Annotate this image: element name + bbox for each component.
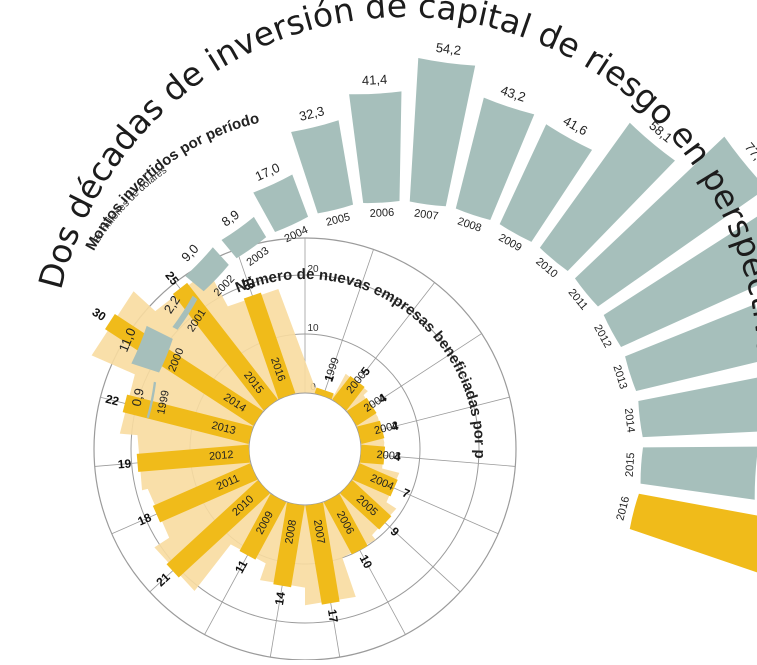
tick-label: 20 bbox=[307, 264, 319, 275]
invested-year-label: 2006 bbox=[369, 207, 394, 220]
invested-value-label: 8,9 bbox=[219, 207, 242, 230]
company-count-label: 18 bbox=[239, 275, 257, 292]
company-count-label: 4 bbox=[393, 449, 401, 464]
company-year-label: 2003 bbox=[376, 449, 401, 463]
invested-bar-2010 bbox=[539, 122, 675, 272]
company-count-label: 14 bbox=[272, 590, 288, 606]
invested-bar-2009 bbox=[499, 124, 593, 242]
company-count-label: 18 bbox=[136, 510, 154, 528]
company-bar-2010 bbox=[166, 480, 270, 578]
invested-year-label: 2008 bbox=[456, 215, 483, 234]
company-bar-2000 bbox=[332, 376, 365, 411]
company-count-label: 30 bbox=[90, 305, 109, 324]
invested-bar-2007 bbox=[409, 58, 476, 207]
invested-bar-2006 bbox=[349, 91, 402, 204]
company-year-label: 2007 bbox=[311, 519, 327, 545]
invested-bar-2008 bbox=[455, 97, 535, 221]
company-count-label: 17 bbox=[325, 608, 341, 624]
invested-bar-2004 bbox=[253, 174, 309, 232]
invested-year-label: 2004 bbox=[283, 224, 310, 245]
invested-bar-2011 bbox=[574, 136, 757, 307]
invested-bar-2016 bbox=[629, 493, 757, 573]
company-bar-2006 bbox=[323, 493, 368, 555]
company-count-label: 7 bbox=[400, 486, 412, 502]
invested-bars: 0,9 199911,020002,220019,020028,9200317,0… bbox=[116, 40, 757, 573]
company-bar-2013 bbox=[122, 394, 253, 444]
invested-value-label: 54,2 bbox=[435, 40, 462, 58]
invested-value-label: 43,2 bbox=[499, 83, 528, 105]
company-count-label: 1 bbox=[322, 372, 338, 383]
company-count-label: 10 bbox=[357, 552, 376, 571]
company-bar-2001 bbox=[346, 397, 377, 426]
invested-year-label: 2015 bbox=[624, 452, 638, 477]
company-bar-2007 bbox=[305, 502, 340, 605]
invested-value-label: 17,0 bbox=[253, 160, 282, 184]
company-count-label: 11 bbox=[232, 558, 251, 576]
company-bar-2011 bbox=[152, 463, 258, 523]
company-count-label: 21 bbox=[153, 570, 173, 590]
invested-bar-2015 bbox=[640, 446, 757, 500]
company-bar-2004 bbox=[352, 463, 398, 497]
invested-bar-1999 bbox=[146, 381, 157, 418]
company-year-label: 2012 bbox=[209, 449, 234, 463]
company-year-label: 2013 bbox=[210, 420, 237, 438]
company-year-label: 2008 bbox=[283, 519, 299, 545]
invested-bar-2003 bbox=[221, 216, 267, 259]
company-bar-2016 bbox=[243, 292, 296, 399]
invested-year-label: 2014 bbox=[622, 408, 637, 434]
invested-value-label: 32,3 bbox=[298, 103, 326, 124]
invested-value-label: 41,6 bbox=[561, 113, 590, 138]
company-bar-2003 bbox=[360, 444, 386, 465]
company-year-label: 2002 bbox=[373, 420, 400, 438]
invested-bar-2002 bbox=[185, 247, 229, 292]
invested-value-label: 0,9 bbox=[129, 387, 147, 408]
invested-value-label: 41,4 bbox=[362, 72, 388, 88]
company-bar-2008 bbox=[273, 502, 305, 588]
invested-bar-2012 bbox=[603, 216, 757, 347]
invested-bar-2014 bbox=[638, 377, 757, 438]
invested-year-label: 2013 bbox=[610, 364, 629, 391]
invested-year-label: 2007 bbox=[413, 208, 439, 223]
invested-bar-2001 bbox=[172, 295, 198, 330]
invested-bar-2013 bbox=[625, 303, 757, 392]
invested-value-label: 9,0 bbox=[178, 241, 201, 264]
company-bar-2009 bbox=[239, 493, 287, 560]
company-count-label: 4 bbox=[390, 419, 400, 434]
company-bar-2002 bbox=[357, 420, 385, 444]
company-bar-2005 bbox=[340, 480, 392, 530]
company-bar-2012 bbox=[136, 444, 250, 472]
invested-year-label: 1999 bbox=[155, 389, 172, 415]
invested-bar-2005 bbox=[291, 120, 354, 214]
tick-label: 10 bbox=[307, 323, 319, 334]
company-count-label: 19 bbox=[117, 456, 132, 471]
invested-year-label: 2016 bbox=[614, 495, 632, 522]
company-count-label: 22 bbox=[104, 392, 121, 409]
invested-year-label: 2005 bbox=[325, 211, 352, 229]
invested-bar-2000 bbox=[131, 325, 173, 373]
company-bar-1999 bbox=[314, 387, 334, 399]
company-count-label: 25 bbox=[162, 269, 181, 288]
company-bar-2015 bbox=[172, 282, 278, 411]
